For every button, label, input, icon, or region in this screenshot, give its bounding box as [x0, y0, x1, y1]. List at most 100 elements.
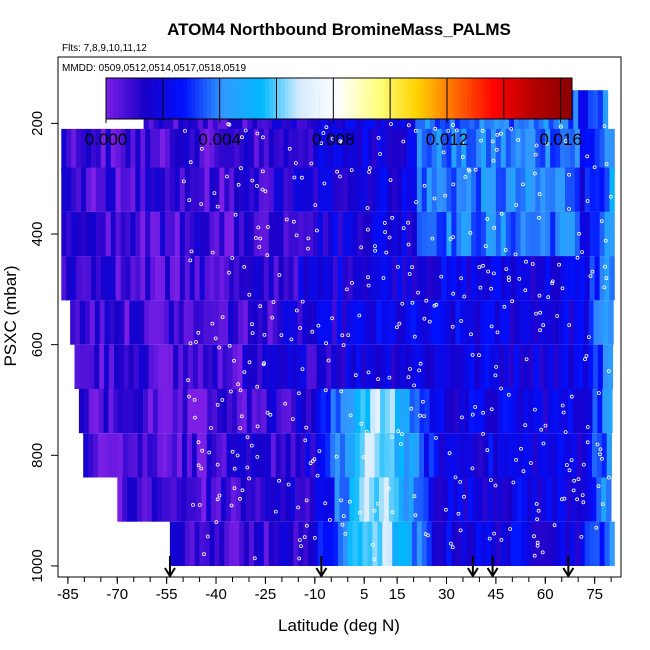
heatmap-cell: [71, 167, 77, 212]
heatmap-cell: [598, 90, 604, 135]
sample-point: [595, 442, 600, 447]
sample-point: [533, 407, 537, 412]
sample-point: [598, 447, 603, 452]
sample-point: [543, 423, 548, 428]
sample-point: [300, 299, 305, 304]
heatmap-cell: [510, 128, 516, 174]
heatmap-cell: [266, 433, 272, 478]
sample-point: [495, 330, 500, 335]
heatmap-cell: [451, 521, 457, 566]
heatmap-cell: [273, 128, 279, 174]
heatmap-cell: [204, 256, 210, 301]
sample-point: [416, 290, 421, 295]
heatmap-cell: [388, 477, 395, 522]
heatmap-cell: [307, 300, 313, 345]
sample-point: [521, 469, 526, 474]
colorbar-segment: [498, 78, 503, 119]
heatmap-cell: [520, 256, 526, 301]
heatmap-cell: [93, 433, 99, 478]
heatmap-cell: [262, 300, 268, 345]
heatmap-cell: [152, 388, 159, 434]
heatmap-cell: [369, 433, 375, 478]
heatmap-cell: [523, 344, 530, 389]
heatmap-cell: [261, 388, 267, 434]
heatmap-cell: [375, 388, 381, 434]
colorbar-tick-label: 0.012: [426, 130, 469, 149]
heatmap-cell: [518, 344, 525, 389]
heatmap-cell: [607, 344, 614, 389]
heatmap-cell: [360, 388, 366, 434]
heatmap-cell: [588, 344, 594, 389]
heatmap-cell: [229, 256, 235, 301]
heatmap-cell: [251, 388, 257, 434]
heatmap-cell: [132, 433, 138, 478]
sample-point: [373, 248, 378, 253]
sample-point: [541, 323, 546, 328]
sample-point: [460, 155, 465, 159]
heatmap-cell: [105, 167, 111, 212]
sample-point: [189, 249, 194, 254]
sample-point: [243, 128, 248, 133]
heatmap-cell: [157, 388, 164, 434]
sample-point: [480, 128, 485, 133]
sample-point: [294, 233, 299, 238]
heatmap-cell: [405, 344, 411, 389]
sample-point: [323, 501, 328, 506]
sample-point: [506, 278, 511, 283]
heatmap-cell: [249, 521, 255, 566]
sample-point: [255, 384, 260, 389]
sample-point: [319, 141, 324, 146]
heatmap-cell: [349, 433, 356, 478]
colorbar-segment: [486, 78, 491, 119]
heatmap-cell: [328, 521, 334, 566]
heatmap-cell: [486, 256, 492, 301]
colorbar-segment: [199, 78, 204, 119]
heatmap-cell: [476, 256, 482, 301]
heatmap-cell: [574, 521, 581, 566]
heatmap-cell: [184, 167, 191, 212]
sample-point: [537, 293, 542, 298]
heatmap-cell: [560, 211, 566, 257]
sample-point: [434, 302, 439, 307]
heatmap-cell: [247, 300, 254, 345]
colorbar-segment: [342, 78, 348, 119]
heatmap-cell: [456, 128, 462, 174]
heatmap-cell: [419, 388, 425, 434]
heatmap-cell: [285, 477, 291, 522]
sample-point: [460, 141, 465, 146]
heatmap-cell: [110, 128, 116, 174]
sample-point: [370, 542, 375, 547]
x-tick-label: 45: [488, 586, 505, 603]
sample-point: [537, 192, 542, 197]
heatmap-cell: [586, 477, 592, 522]
heatmap-cell: [408, 477, 414, 522]
colorbar-ticks: 0.000 0.004 0.008 0.012 0.016: [85, 119, 582, 149]
heatmap-cell: [584, 211, 591, 257]
heatmap-cell: [330, 388, 336, 434]
heatmap-cell: [421, 128, 428, 174]
heatmap-cell: [70, 300, 76, 345]
heatmap-cell: [155, 167, 161, 212]
colorbar-segment: [377, 78, 383, 119]
sample-point: [410, 300, 415, 305]
heatmap-cell: [252, 344, 258, 389]
sample-point: [581, 462, 586, 467]
sample-point: [451, 235, 456, 240]
colorbar-segment: [525, 78, 530, 119]
heatmap-cell: [306, 388, 312, 434]
sample-point: [304, 425, 309, 430]
sample-point: [477, 265, 482, 270]
heatmap-cell: [604, 256, 610, 301]
heatmap-cell: [550, 167, 556, 212]
heatmap-cell: [486, 128, 492, 174]
heatmap-cell: [155, 128, 161, 174]
heatmap-cell: [66, 167, 72, 212]
sample-point: [569, 458, 574, 463]
sample-point: [289, 337, 294, 342]
heatmap-cell: [357, 521, 363, 566]
heatmap-cell: [461, 211, 467, 257]
sample-point: [327, 518, 332, 522]
heatmap-cell: [125, 167, 131, 212]
heatmap-cell: [577, 433, 583, 478]
sample-point: [238, 388, 243, 393]
